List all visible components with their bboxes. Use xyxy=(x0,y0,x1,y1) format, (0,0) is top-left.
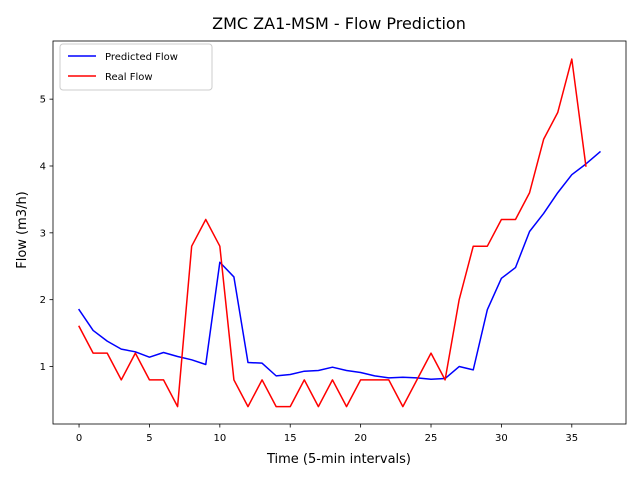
x-axis-label: Time (5-min intervals) xyxy=(266,452,411,467)
legend: Predicted Flow Real Flow xyxy=(59,43,213,91)
axes-frame xyxy=(52,40,627,425)
x-tick-label: 10 xyxy=(213,433,226,444)
series-line-predicted-flow xyxy=(78,150,602,380)
chart-title: ZMC ZA1-MSM - Flow Prediction xyxy=(212,14,466,33)
y-tick-label: 4 xyxy=(40,161,46,172)
x-tick-label: 30 xyxy=(495,433,508,444)
series-line-real-flow xyxy=(78,58,587,408)
plot-area: 0 5 10 15 20 25 30 35 1 2 3 4 5 xyxy=(40,40,627,444)
y-tick-label: 2 xyxy=(40,295,46,306)
x-tick-label: 0 xyxy=(76,433,82,444)
y-tick-label: 5 xyxy=(40,95,46,106)
x-tick-label: 15 xyxy=(284,433,297,444)
legend-label-real-flow: Real Flow xyxy=(105,72,153,83)
y-axis-label: Flow (m3/h) xyxy=(15,191,30,269)
y-tick-label: 3 xyxy=(40,228,46,239)
x-tick-label: 35 xyxy=(565,433,578,444)
x-tick-label: 5 xyxy=(146,433,152,444)
y-tick-label: 1 xyxy=(40,362,46,373)
legend-box xyxy=(59,43,213,91)
x-tick-label: 20 xyxy=(354,433,367,444)
x-tick-label: 25 xyxy=(425,433,438,444)
legend-label-predicted-flow: Predicted Flow xyxy=(105,52,178,63)
